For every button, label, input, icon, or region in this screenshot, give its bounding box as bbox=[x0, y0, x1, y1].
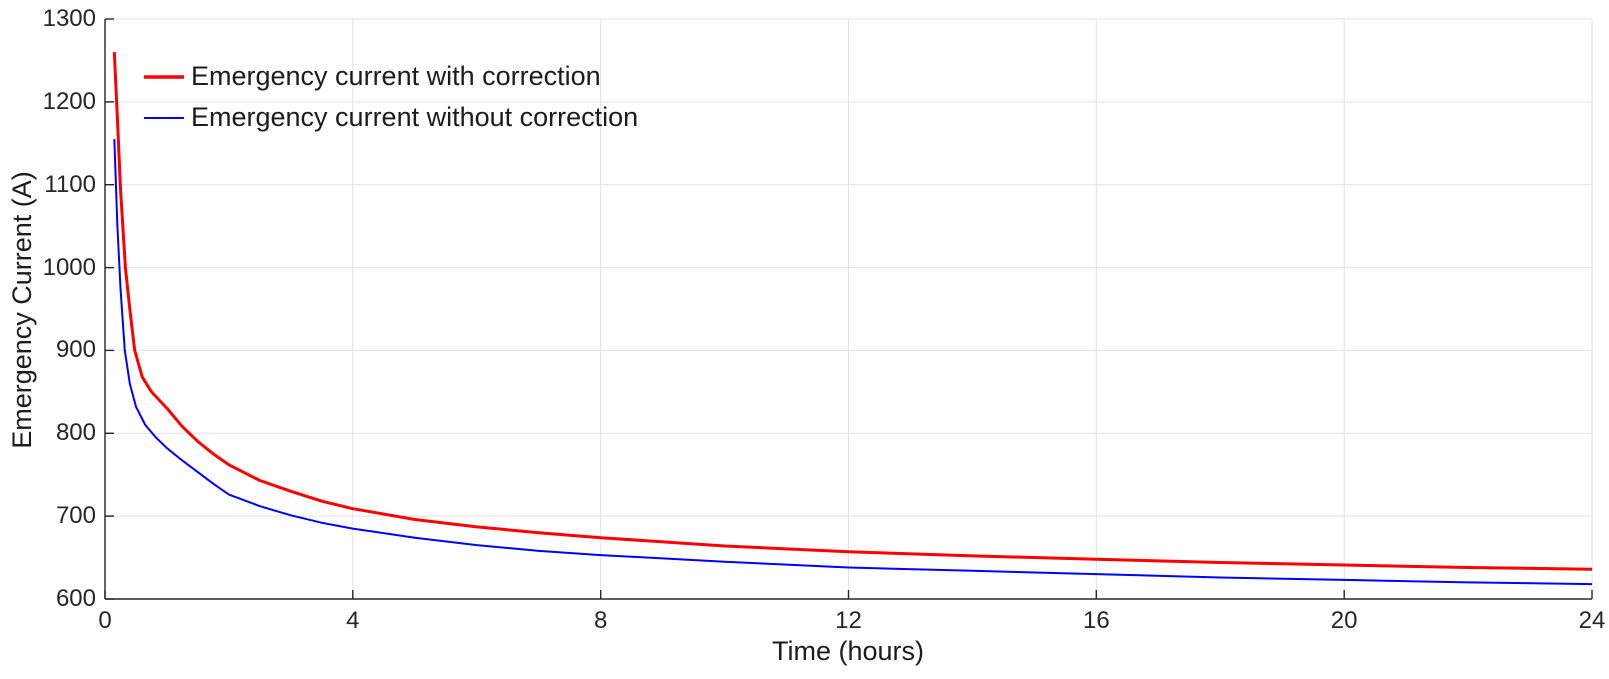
y-tick-label: 700 bbox=[55, 502, 96, 530]
legend: Emergency current with correction Emerge… bbox=[144, 56, 638, 138]
y-tick-label: 800 bbox=[55, 419, 96, 447]
legend-label: Emergency current with correction bbox=[191, 61, 601, 91]
y-tick-label: 900 bbox=[55, 336, 96, 364]
x-tick-label: 8 bbox=[593, 607, 608, 634]
x-tick-label: 4 bbox=[346, 607, 360, 634]
y-tick-label: 1300 bbox=[42, 5, 96, 32]
legend-line-blue-icon bbox=[144, 116, 184, 119]
y-tick-label: 1200 bbox=[42, 87, 96, 115]
x-tick-label: 24 bbox=[1578, 607, 1606, 634]
x-tick-label: 0 bbox=[98, 607, 112, 634]
x-tick-label: 20 bbox=[1330, 607, 1358, 634]
x-tick-label: 12 bbox=[835, 607, 862, 634]
x-axis-label: Time (hours) bbox=[771, 636, 925, 666]
y-tick-label: 600 bbox=[55, 585, 96, 612]
y-tick-label: 1100 bbox=[44, 170, 96, 198]
legend-line-red-icon bbox=[144, 74, 184, 79]
x-tick-label: 16 bbox=[1082, 607, 1110, 634]
legend-label: Emergency current without correction bbox=[191, 102, 639, 132]
legend-item-with-correction: Emergency current with correction bbox=[144, 56, 638, 97]
y-axis-label: Emergency Current (A) bbox=[7, 171, 37, 449]
y-tick-label: 1000 bbox=[42, 253, 96, 281]
legend-item-without-correction: Emergency current without correction bbox=[144, 97, 638, 138]
